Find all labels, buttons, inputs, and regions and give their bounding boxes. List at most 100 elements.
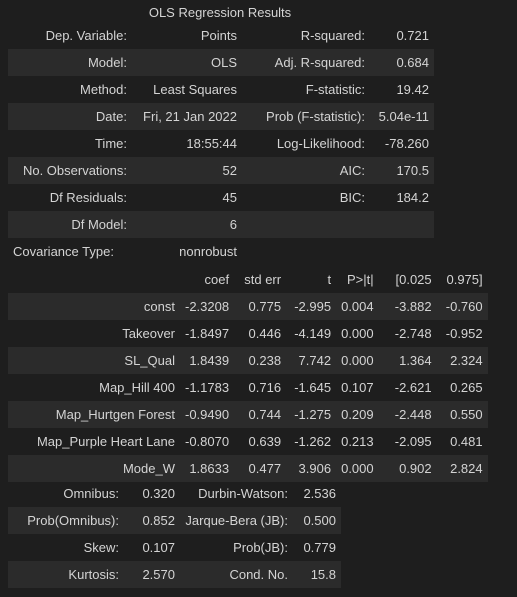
coef-value: 0.477 — [234, 455, 287, 482]
coef-value: 0.238 — [234, 347, 287, 374]
coef-value: 0.209 — [336, 401, 379, 428]
summary-row: Model: OLS Adj. R-squared: 0.684 — [8, 49, 434, 76]
coef-value: 0.902 — [378, 455, 437, 482]
column-header: [0.025 — [395, 272, 432, 287]
coef-value: -2.448 — [378, 401, 437, 428]
summary-value: 0.721 — [396, 28, 429, 43]
summary-label — [242, 211, 370, 238]
coef-value: 2.824 — [436, 455, 488, 482]
coef-value: -2.748 — [394, 326, 432, 341]
summary-label: No. Observations: — [8, 157, 132, 184]
coef-value: -2.621 — [394, 380, 432, 395]
summary-value: 184.2 — [396, 190, 429, 205]
diagnostic-value: 0.852 — [124, 507, 180, 534]
coefficients-header-row: coef std err t P>|t| [0.025 0.975] — [8, 266, 488, 293]
summary-label: Time: — [94, 136, 127, 151]
coef-value: -3.882 — [378, 293, 437, 320]
coef-value: -1.645 — [294, 380, 332, 395]
summary-label: Dep. Variable: — [45, 28, 127, 43]
diagnostic-value: 2.536 — [303, 486, 336, 501]
summary-value: 0.684 — [370, 49, 434, 76]
table-row: Takeover -1.8497 0.446 -4.149 0.000 -2.748 -0.… — [8, 320, 488, 347]
summary-label: Log-Likelihood: — [276, 136, 365, 151]
variable-name: Takeover — [122, 326, 175, 341]
coef-value: -2.3208 — [180, 293, 235, 320]
summary-value: 5.04e-11 — [370, 103, 434, 130]
summary-row: Time: 18:55:44 Log-Likelihood: -78.260 — [8, 130, 434, 157]
summary-row: Covariance Type: nonrobust — [8, 238, 434, 265]
variable-name: Map_Purple Heart Lane — [36, 434, 175, 449]
summary-label: Df Residuals: — [49, 190, 127, 205]
summary-value: 170.5 — [370, 157, 434, 184]
table-row: const -2.3208 0.775 -2.995 0.004 -3.882 -0.760 — [8, 293, 488, 320]
model-summary-table: Dep. Variable: Points R-squared: 0.721 Model… — [8, 22, 434, 265]
coef-value: 0.000 — [336, 347, 379, 374]
table-caption: OLS Regression Results — [148, 5, 292, 20]
variable-name: Mode_W — [8, 455, 180, 482]
coef-value: 0.775 — [234, 293, 287, 320]
coef-value: 0.004 — [336, 293, 379, 320]
coef-value: 1.8633 — [180, 455, 235, 482]
coef-value: 0.446 — [248, 326, 282, 341]
column-header: t — [327, 272, 332, 287]
summary-label: BIC: — [339, 190, 365, 205]
variable-name: Map_Hill 400 — [99, 380, 175, 395]
coef-value: 0.265 — [450, 380, 483, 395]
summary-value: 52 — [132, 157, 242, 184]
coef-value: -1.1783 — [185, 380, 230, 395]
coef-value: 0.716 — [248, 380, 282, 395]
table-row: SL_Qual 1.8439 0.238 7.742 0.000 1.364 2.324 — [8, 347, 488, 374]
variable-name: const — [8, 293, 180, 320]
coef-value: 0.107 — [341, 380, 374, 395]
diagnostic-label: Kurtosis: — [8, 561, 124, 588]
coef-value: 3.906 — [286, 455, 337, 482]
diagnostic-label: Cond. No. — [180, 561, 293, 588]
coef-value: -2.995 — [286, 293, 337, 320]
summary-label: Date: — [8, 103, 132, 130]
column-header: P>|t| — [347, 272, 374, 287]
diagnostics-row: Skew: 0.107 Prob(JB): 0.779 — [8, 534, 341, 561]
summary-value: Fri, 21 Jan 2022 — [132, 103, 242, 130]
summary-label: AIC: — [242, 157, 370, 184]
diagnostics-row: Omnibus: 0.320 Durbin-Watson: 2.536 — [8, 480, 341, 507]
summary-value: 6 — [132, 211, 242, 238]
summary-value: 19.42 — [396, 82, 429, 97]
diagnostic-value: 0.500 — [293, 507, 341, 534]
summary-row: Method: Least Squares F-statistic: 19.42 — [8, 76, 434, 103]
summary-row: Dep. Variable: Points R-squared: 0.721 — [8, 22, 434, 49]
diagnostic-value: 0.320 — [142, 486, 175, 501]
coef-value: 2.324 — [436, 347, 488, 374]
column-header: coef — [204, 272, 230, 287]
coef-value: -0.8070 — [185, 434, 230, 449]
coef-value: 0.744 — [234, 401, 287, 428]
variable-name: Map_Hurtgen Forest — [8, 401, 180, 428]
coef-value: -1.275 — [286, 401, 337, 428]
coef-value: -0.952 — [445, 326, 483, 341]
summary-row: Df Residuals: 45 BIC: 184.2 — [8, 184, 434, 211]
summary-label — [242, 238, 370, 265]
summary-label: Method: — [80, 82, 127, 97]
coef-value: 0.481 — [450, 434, 483, 449]
table-row: Map_Hill 400 -1.1783 0.716 -1.645 0.107 -2.62… — [8, 374, 488, 401]
coef-value: 1.364 — [378, 347, 437, 374]
diagnostics-row: Prob(Omnibus): 0.852 Jarque-Bera (JB): 0.50… — [8, 507, 341, 534]
summary-value — [370, 211, 434, 238]
column-header — [8, 266, 180, 293]
diagnostic-value: 0.107 — [142, 540, 175, 555]
coef-value: -2.095 — [394, 434, 432, 449]
summary-label: Df Model: — [8, 211, 132, 238]
table-row: Map_Hurtgen Forest -0.9490 0.744 -1.275 0.20… — [8, 401, 488, 428]
diagnostic-value: 15.8 — [293, 561, 341, 588]
summary-label: Model: — [8, 49, 132, 76]
diagnostics-table: Omnibus: 0.320 Durbin-Watson: 2.536 Prob(Omn… — [8, 480, 341, 588]
summary-value: OLS — [132, 49, 242, 76]
column-header: std err — [244, 272, 282, 287]
coef-value: -4.149 — [294, 326, 332, 341]
summary-row: No. Observations: 52 AIC: 170.5 — [8, 157, 434, 184]
diagnostic-label: Durbin-Watson: — [198, 486, 288, 501]
summary-row: Date: Fri, 21 Jan 2022 Prob (F-statistic):… — [8, 103, 434, 130]
table-row: Map_Purple Heart Lane -0.8070 0.639 -1.262 0… — [8, 428, 488, 455]
diagnostic-value: 0.779 — [303, 540, 336, 555]
coef-value: 0.213 — [341, 434, 374, 449]
